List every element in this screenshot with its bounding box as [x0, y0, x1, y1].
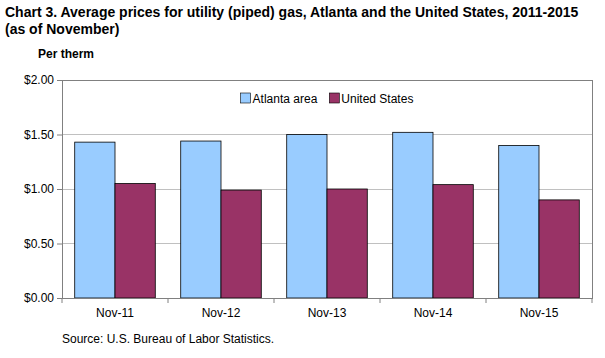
y-tick: $0.50 — [24, 237, 62, 251]
y-axis-title: Per therm — [38, 47, 94, 61]
y-tick-mark — [57, 244, 62, 245]
x-tick: Nov-14 — [414, 298, 453, 320]
legend-item: United States — [329, 92, 413, 106]
x-tick-label: Nov-12 — [202, 306, 241, 320]
legend-swatch — [329, 93, 339, 103]
y-tick: $2.00 — [24, 73, 62, 87]
title-line: (as of November) — [5, 21, 119, 37]
legend-label: United States — [341, 92, 413, 106]
bar — [75, 142, 115, 298]
y-tick-label: $0.50 — [24, 237, 54, 251]
x-axis: Nov-11 Nov-12 Nov-13 Nov-14 Nov-15 — [63, 298, 593, 320]
x-separator — [62, 298, 63, 303]
y-tick-label: $1.50 — [24, 128, 54, 142]
x-separators — [62, 298, 592, 303]
x-axis-line — [63, 298, 593, 299]
bar — [181, 141, 221, 298]
bar — [115, 184, 155, 298]
title: Chart 3. Average prices for utility (pip… — [5, 4, 579, 37]
y-tick: $1.00 — [24, 182, 62, 196]
y-tick-mark — [57, 135, 62, 136]
y-tick-label: $1.00 — [24, 182, 54, 196]
legend: Atlanta area United States — [241, 92, 414, 106]
y-axis-line — [57, 81, 63, 299]
bars — [75, 132, 580, 298]
y-tick: $0.00 — [24, 291, 62, 305]
x-tick-label: Nov-14 — [414, 306, 453, 320]
x-separator — [486, 298, 487, 303]
x-separator — [380, 298, 381, 303]
legend-item: Atlanta area — [241, 92, 318, 106]
x-separator — [274, 298, 275, 303]
legend-swatch — [241, 93, 251, 103]
x-tick: Nov-13 — [308, 298, 347, 320]
y-tick-label: $0.00 — [24, 291, 54, 305]
y-tick-label: $2.00 — [24, 73, 54, 87]
grid — [62, 80, 592, 298]
legend-label: Atlanta area — [253, 92, 318, 106]
bar — [393, 132, 433, 298]
x-tick-label: Nov-15 — [520, 306, 559, 320]
x-tick-label: Nov-11 — [96, 306, 134, 320]
x-separator — [592, 298, 593, 303]
y-axis: $0.00 $0.50 $1.00 $1.50 $2.00 — [24, 73, 63, 305]
chart: Chart 3. Average prices for utility (pip… — [0, 0, 605, 358]
y-tick-mark — [57, 298, 62, 299]
y-tick: $1.50 — [24, 128, 62, 142]
x-tick: Nov-11 — [96, 298, 134, 320]
x-tick-label: Nov-13 — [308, 306, 347, 320]
bar — [539, 200, 579, 298]
source-note: Source: U.S. Bureau of Labor Statistics. — [62, 332, 274, 346]
x-tick: Nov-12 — [202, 298, 241, 320]
y-tick-mark — [57, 80, 62, 81]
bar — [499, 145, 539, 298]
title-line: Chart 3. Average prices for utility (pip… — [5, 4, 579, 20]
y-tick-mark — [57, 189, 62, 190]
x-tick: Nov-15 — [520, 298, 559, 320]
x-separator — [168, 298, 169, 303]
bar — [287, 135, 327, 299]
bar — [433, 185, 473, 298]
bar — [327, 189, 367, 298]
bar — [221, 190, 261, 298]
plot-frame — [62, 80, 592, 298]
